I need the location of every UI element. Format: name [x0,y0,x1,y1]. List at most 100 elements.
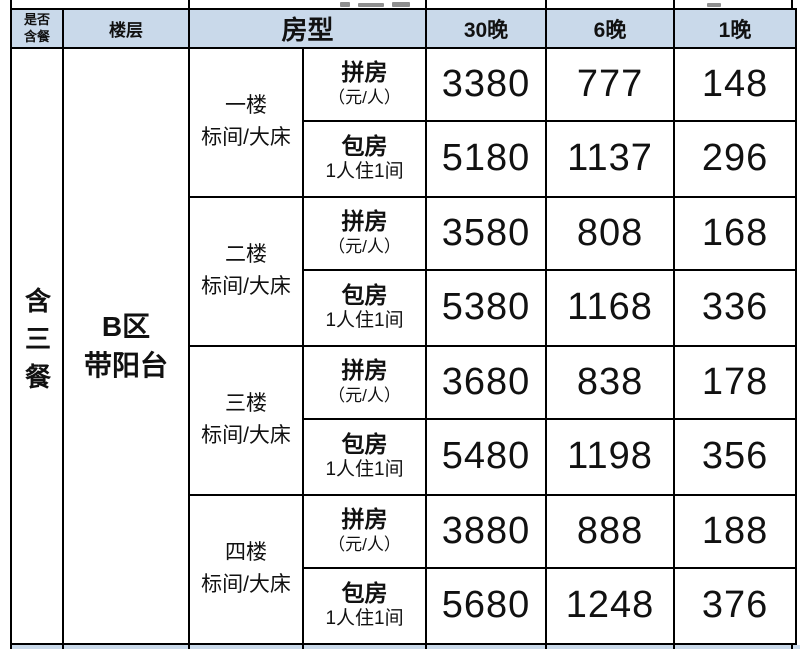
grid-line [545,645,547,649]
room-type-cell: 拼房 （元/人） [301,344,428,420]
table-row: 包房 1人住1间 5680 1248 376 [11,566,798,646]
grid-line [10,0,12,8]
bed-label: 标间/大床 [201,573,291,597]
bottom-crop-strip [10,645,800,649]
price-cell: 808 [545,195,676,271]
room-type-label: 拼房 [341,59,388,86]
zone-cell: B区 带阳台 [62,47,190,645]
header-row: 是否 含餐 楼层 房型 30晚 6晚 1晚 [10,8,798,49]
grid-line [188,0,190,8]
text-remnant [707,3,721,7]
price-cell: 296 [673,119,798,198]
table-row: 包房 1人住1间 5480 1198 356 [11,417,798,496]
text-remnant [392,2,410,7]
grid-line [791,645,793,649]
room-type-sub: 1人住1间 [325,310,404,332]
price-cell: 376 [673,566,798,646]
price-cell: 5480 [425,417,548,496]
grid-line [10,645,12,649]
bed-label: 标间/大床 [201,126,291,150]
room-type-label: 包房 [341,132,388,159]
room-type-cell: 包房 1人住1间 [301,417,428,496]
floor-cell: 二楼 标间/大床 [188,195,304,347]
price-cell: 777 [545,47,676,122]
room-type-label: 包房 [341,281,388,308]
header-floor: 楼层 [62,8,190,49]
grid-line [188,645,190,649]
room-type-sub: （元/人） [328,237,401,257]
room-type-cell: 拼房 （元/人） [301,47,428,122]
header-night-6: 6晚 [545,8,676,49]
room-type-cell: 包房 1人住1间 [301,119,428,198]
table-row: 四楼 标间/大床 拼房 （元/人） 3880 888 188 [11,493,798,646]
price-cell: 188 [673,493,798,569]
room-type-cell: 包房 1人住1间 [301,268,428,347]
price-cell: 3380 [425,47,548,122]
price-cell: 168 [673,195,798,271]
room-type-label: 拼房 [341,208,388,235]
table-row: 二楼 标间/大床 拼房 （元/人） 3580 808 168 [11,195,798,347]
grid-line [791,0,793,8]
grid-line [545,0,547,8]
bed-label: 标间/大床 [201,424,291,448]
price-cell: 1137 [545,119,676,198]
header-meal-line2: 含餐 [23,28,50,44]
room-type-label: 包房 [341,579,388,606]
floor-cell: 三楼 标间/大床 [188,344,304,496]
meal-plan-label: 含三餐 [21,286,52,401]
header-night-1: 1晚 [673,8,798,49]
grid-line [425,645,427,649]
floor-label: 二楼 [225,242,267,266]
room-type-label: 包房 [341,430,388,457]
price-cell: 5380 [425,268,548,347]
floor-label: 一楼 [225,93,267,117]
price-cell: 888 [545,493,676,569]
text-remnant [358,3,384,7]
price-cell: 838 [545,344,676,420]
price-cell: 5680 [425,566,548,646]
table-row: 三楼 标间/大床 拼房 （元/人） 3680 838 178 [11,344,798,496]
zone-line1: B区 [101,310,151,342]
grid-line [302,645,304,649]
header-night-30: 30晚 [425,8,548,49]
header-meal-line1: 是否 [23,12,50,28]
room-type-sub: （元/人） [328,535,401,555]
room-type-sub: （元/人） [328,386,401,406]
floor-cell: 一楼 标间/大床 [188,47,304,198]
grid-line [62,645,64,649]
table-row: 包房 1人住1间 5380 1168 336 [11,268,798,347]
room-type-label: 拼房 [341,357,388,384]
top-crop-strip [10,0,793,8]
room-type-sub: 1人住1间 [325,608,404,630]
price-cell: 3680 [425,344,548,420]
price-cell: 3880 [425,493,548,569]
grid-line [425,0,427,8]
floor-label: 四楼 [225,540,267,564]
meal-plan-cell: 含三餐 [10,47,64,645]
room-type-sub: 1人住1间 [325,161,404,183]
price-cell: 3580 [425,195,548,271]
price-cell: 356 [673,417,798,496]
header-room-type: 房型 [187,8,428,49]
room-type-sub: 1人住1间 [325,459,404,481]
room-type-cell: 包房 1人住1间 [301,566,428,646]
price-cell: 336 [673,268,798,347]
room-type-cell: 拼房 （元/人） [301,195,428,271]
zone-line2: 带阳台 [83,350,168,381]
floor-label: 三楼 [225,391,267,415]
grid-line [673,0,675,8]
floor-cell: 四楼 标间/大床 [188,493,304,646]
price-table: 是否 含餐 楼层 房型 30晚 6晚 1晚 含三餐 B区 带阳台 一楼 标间/大… [10,8,798,646]
price-cell: 178 [673,344,798,420]
price-cell: 1248 [545,566,676,646]
price-cell: 1198 [545,417,676,496]
room-type-sub: （元/人） [328,88,401,108]
text-remnant [340,2,350,7]
header-meal: 是否 含餐 [10,8,64,49]
room-type-cell: 拼房 （元/人） [301,493,428,569]
table-row: 含三餐 B区 带阳台 一楼 标间/大床 拼房 （元/人） 3380 777 14… [10,47,798,645]
table-row: 包房 1人住1间 5180 1137 296 [11,119,798,198]
room-type-label: 拼房 [341,506,388,533]
price-cell: 5180 [425,119,548,198]
